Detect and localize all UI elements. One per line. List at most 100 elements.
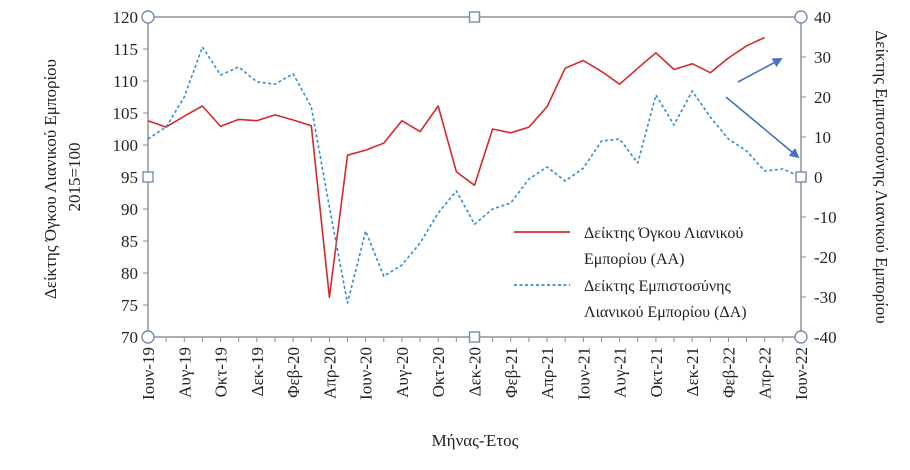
series-2-point — [437, 212, 439, 214]
x-tick-label: Ιουν-21 — [574, 347, 593, 400]
selection-handles[interactable] — [141, 10, 808, 344]
series-1-point — [310, 125, 312, 127]
series-1-point — [220, 126, 222, 128]
series-1-point — [274, 114, 276, 116]
series-2-point — [383, 275, 385, 277]
right-tick-label: -40 — [814, 328, 837, 347]
series-2-point — [401, 264, 403, 266]
legend: Δείκτης Όγκου Λιανικού Εμπορίου (ΑΑ) Δείκτ… — [514, 225, 747, 321]
series-2-point — [564, 180, 566, 182]
series-2-point — [220, 74, 222, 76]
x-tick-label: Φεβ-20 — [284, 347, 303, 398]
left-tick-label: 85 — [121, 232, 138, 251]
series-2-point — [256, 81, 258, 83]
x-axis-title: Μήνας-Έτος — [432, 431, 519, 450]
series-1-point — [619, 83, 621, 85]
series-2-point — [474, 223, 476, 225]
series-1-point — [710, 72, 712, 74]
series-1-point — [601, 71, 603, 73]
series-2-point — [419, 242, 421, 244]
series-2-point — [710, 116, 712, 118]
x-tick-label: Απρ-21 — [538, 347, 557, 399]
series-1-point — [238, 119, 240, 121]
left-tick-label: 95 — [121, 168, 138, 187]
x-tick-label: Αυγ-19 — [175, 347, 194, 398]
series-2-point — [691, 90, 693, 92]
series-line-2 — [147, 46, 802, 304]
right-tick-label: -20 — [814, 248, 837, 267]
right-tick-label: 30 — [814, 48, 831, 67]
x-tick-label: Οκτ-20 — [429, 347, 448, 397]
x-tick-label: Ιουν-22 — [792, 347, 811, 400]
series-line-1 — [147, 36, 766, 299]
series-1-point — [655, 52, 657, 54]
series-1-point — [492, 128, 494, 130]
series-2-point — [746, 150, 748, 152]
x-tick-label: Ιουν-20 — [357, 347, 376, 400]
series-2-point — [764, 170, 766, 172]
x-axis-ticks: Ιουν-19 Αυγ-19 Οκτ-19 Δεκ-19 Φεβ-20 Απρ-20 Ιου… — [139, 337, 811, 400]
series-2-point — [510, 202, 512, 204]
series-layer — [147, 36, 802, 304]
series-1-point — [510, 132, 512, 134]
right-tick-label: 0 — [814, 168, 823, 187]
series-1-point — [764, 37, 766, 39]
x-tick-label: Δεκ-19 — [248, 347, 267, 396]
x-tick-label: Δεκ-21 — [683, 347, 702, 396]
handle-top-left[interactable] — [141, 10, 155, 24]
series-2-point — [492, 208, 494, 210]
x-tick-label: Οκτ-21 — [647, 347, 666, 397]
x-tick-label: Φεβ-21 — [502, 347, 521, 398]
x-tick-label: Απρ-22 — [756, 347, 775, 399]
arrow-down-right — [725, 96, 800, 159]
annotations — [725, 58, 800, 159]
right-tick-label: 40 — [814, 8, 831, 27]
series-1-point — [546, 106, 548, 108]
x-tick-label: Απρ-20 — [320, 347, 339, 399]
handle-bottom-center[interactable] — [468, 331, 481, 343]
series-1-point — [456, 171, 458, 173]
handle-middle-right[interactable] — [795, 171, 807, 183]
series-2-point — [329, 206, 331, 208]
right-tick-label: -30 — [814, 288, 837, 307]
left-axis-title-line-2: 2015=100 — [65, 142, 84, 211]
handle-bottom-right[interactable] — [794, 330, 808, 344]
series-2-point — [728, 138, 730, 140]
handle-bottom-left[interactable] — [141, 330, 155, 344]
series-2-point — [655, 94, 657, 96]
series-1-point — [202, 105, 204, 107]
left-axis-title: Δείκτης Όγκου Λιανικού Εμπορίου 2015=100 — [41, 55, 84, 299]
right-tick-label: 10 — [814, 128, 831, 147]
handle-middle-left[interactable] — [142, 171, 154, 183]
series-1-point — [564, 67, 566, 69]
series-2-point — [365, 230, 367, 232]
left-tick-label: 115 — [113, 40, 138, 59]
legend-label-2-line-2: Λιανικού Εμπορίου (ΔΑ) — [584, 304, 747, 321]
series-2-point — [546, 166, 548, 168]
series-1-point — [383, 142, 385, 144]
series-2-point — [456, 190, 458, 192]
series-2-point — [601, 140, 603, 142]
left-tick-label: 105 — [113, 104, 139, 123]
x-tick-label: Αυγ-20 — [393, 347, 412, 398]
left-tick-label: 120 — [113, 8, 139, 27]
series-2-point — [583, 167, 585, 169]
left-tick-label: 70 — [121, 328, 138, 347]
series-1-point — [437, 105, 439, 107]
handle-top-right[interactable] — [794, 10, 808, 24]
series-1-point — [691, 63, 693, 65]
handle-top-center[interactable] — [468, 11, 481, 23]
series-2-point — [673, 124, 675, 126]
series-2-point — [528, 178, 530, 180]
series-2-point — [165, 126, 167, 128]
series-2-point — [310, 106, 312, 108]
series-1-point — [292, 119, 294, 121]
x-tick-label: Αυγ-21 — [611, 347, 630, 398]
series-1-point — [474, 185, 476, 187]
left-tick-label: 75 — [121, 296, 138, 315]
series-1-point — [347, 154, 349, 156]
x-tick-label: Δεκ-20 — [466, 347, 485, 396]
right-axis-ticks: 40 30 20 10 0 -10 -20 -30 -40 — [801, 8, 837, 347]
